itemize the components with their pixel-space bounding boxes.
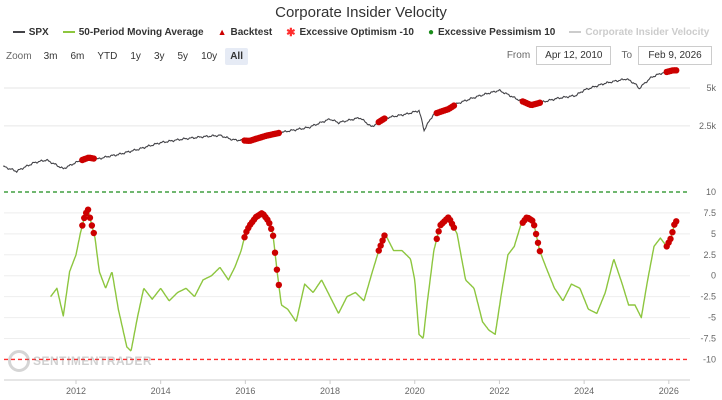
indicator-tick-label: -2.5 [700, 292, 716, 302]
zoom-5y-button[interactable]: 5y [177, 51, 189, 62]
range-from-input[interactable]: Apr 12, 2010 [536, 46, 612, 65]
indicator-backtest-marker [275, 281, 283, 289]
star-icon: ✱ [286, 26, 296, 39]
zoom-3m-button[interactable]: 3m [43, 51, 58, 62]
legend-velocity-swatch [569, 31, 582, 33]
indicator-backtest-marker [84, 206, 92, 213]
spx-backtest-marker [275, 129, 283, 137]
range-from-label: From [506, 50, 531, 61]
legend-item-moving-average[interactable]: 50-Period Moving Average [62, 24, 204, 40]
legend-spx-swatch [12, 31, 25, 33]
indicator-backtest-marker [268, 225, 275, 233]
x-tick-label: 2014 [151, 386, 171, 396]
indicator-backtest-marker [269, 232, 277, 239]
indicator-backtest-marker [669, 228, 676, 236]
spx-backtest-marker [536, 99, 544, 106]
indicator-backtest-marker [379, 237, 386, 244]
x-tick-label: 2016 [235, 386, 255, 396]
indicator-backtest-marker [536, 247, 544, 255]
x-tick-label: 2012 [66, 386, 86, 396]
indicator-tick-label: 0 [711, 271, 716, 281]
zoom-all-button[interactable]: All [225, 48, 248, 65]
triangle-icon: ▲ [217, 27, 227, 37]
spx-backtest-marker [381, 115, 388, 122]
dot-icon: ● [427, 26, 434, 38]
x-tick-label: 2022 [489, 386, 509, 396]
indicator-tick-label: 10 [706, 187, 716, 197]
indicator-backtest-marker [88, 222, 96, 229]
x-tick-label: 2018 [320, 386, 340, 396]
indicator-tick-label: -10 [703, 354, 716, 364]
zoom-bar: Zoom 3m 6m YTD 1y 3y 5y 10y All [6, 48, 248, 65]
spx-backtest-marker [673, 67, 680, 74]
zoom-ytd-button[interactable]: YTD [97, 51, 118, 62]
indicator-backtest-marker [86, 214, 94, 221]
indicator-backtest-marker [530, 222, 538, 229]
legend-item-excessive-optimism[interactable]: ✱ Excessive Optimism -10 [286, 24, 414, 40]
legend-spx-label: SPX [28, 26, 49, 38]
indicator-backtest-marker [273, 266, 281, 273]
indicator-backtest-marker [435, 228, 442, 235]
indicator-tick-label: -7.5 [700, 334, 716, 344]
indicator-backtest-marker [79, 222, 86, 229]
spx-backtest-marker [90, 155, 97, 162]
legend-backtest-label: Backtest [230, 26, 273, 38]
zoom-6m-button[interactable]: 6m [70, 51, 85, 62]
indicator-backtest-marker [381, 232, 388, 239]
legend-item-spx[interactable]: SPX [12, 24, 49, 40]
legend-item-backtest[interactable]: ▲ Backtest [218, 24, 273, 40]
indicator-backtest-marker [433, 235, 440, 243]
legend-item-excessive-pessimism[interactable]: ● Excessive Pessimism 10 [428, 24, 555, 40]
range-to-label: To [621, 50, 632, 61]
spx-tick-label: 5k [706, 83, 716, 93]
indicator-backtest-marker [271, 249, 279, 256]
indicator-tick-label: 2.5 [703, 250, 716, 260]
indicator-backtest-marker [673, 218, 680, 225]
zoom-label: Zoom [6, 51, 32, 62]
indicator-backtest-marker [266, 219, 273, 227]
date-range: From Apr 12, 2010 To Feb 9, 2026 [507, 46, 712, 65]
indicator-backtest-marker [534, 239, 542, 246]
x-tick-label: 2026 [659, 386, 679, 396]
legend-pessimism-label: Excessive Pessimism 10 [438, 26, 556, 38]
legend-ma-swatch [62, 31, 75, 33]
legend: SPX 50-Period Moving Average ▲ Backtest … [0, 24, 722, 40]
indicator-backtest-marker [375, 247, 382, 254]
legend-item-insider-velocity[interactable]: Corporate Insider Velocity [569, 24, 709, 40]
x-tick-label: 2020 [405, 386, 425, 396]
indicator-backtest-marker [532, 230, 540, 238]
legend-optimism-label: Excessive Optimism -10 [299, 26, 414, 38]
spx-line [2, 69, 674, 174]
chart-title: Corporate Insider Velocity [275, 4, 447, 21]
zoom-10y-button[interactable]: 10y [201, 51, 218, 62]
indicator-backtest-marker [377, 242, 384, 249]
watermark-logo-icon [8, 350, 30, 372]
indicator-backtest-marker [81, 214, 88, 222]
legend-velocity-label: Corporate Insider Velocity [585, 26, 710, 38]
moving-average-line [50, 208, 676, 352]
spx-tick-label: 2.5k [699, 121, 717, 131]
watermark-text: SENTIMENTRADER [33, 354, 153, 368]
watermark: SENTIMENTRADER [8, 350, 152, 372]
indicator-backtest-marker [90, 229, 97, 237]
zoom-3y-button[interactable]: 3y [153, 51, 165, 62]
indicator-tick-label: 7.5 [703, 208, 716, 218]
indicator-backtest-marker [667, 235, 674, 243]
range-to-input[interactable]: Feb 9, 2026 [638, 46, 712, 65]
x-tick-label: 2024 [574, 386, 594, 396]
zoom-1y-button[interactable]: 1y [130, 51, 141, 62]
indicator-tick-label: 5 [711, 229, 716, 239]
spx-backtest-marker [450, 102, 458, 109]
indicator-backtest-marker [241, 234, 248, 241]
indicator-backtest-marker [450, 224, 458, 231]
legend-ma-label: 50-Period Moving Average [78, 26, 204, 38]
indicator-tick-label: -5 [708, 313, 716, 323]
